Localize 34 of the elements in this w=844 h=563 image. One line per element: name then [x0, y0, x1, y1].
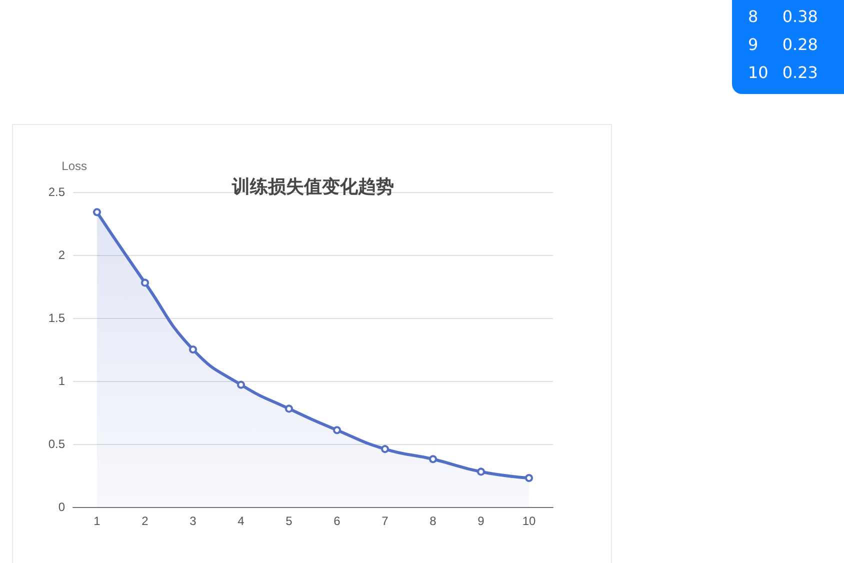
- y-tick-label: 2.5: [48, 185, 66, 199]
- x-tick-label: 3: [190, 514, 197, 528]
- chart-title: 训练损失值变化趋势: [231, 176, 394, 198]
- x-tick-label: 10: [522, 514, 536, 528]
- point: [189, 346, 197, 354]
- text: 8: [747, 6, 760, 28]
- y-tick-label: 0: [58, 500, 66, 514]
- point: [333, 426, 341, 434]
- text: 0.28: [781, 34, 819, 56]
- point: [93, 208, 101, 216]
- x-tick-label: 6: [334, 514, 341, 528]
- x-tick-label: 5: [286, 514, 293, 528]
- text: 10: [747, 62, 770, 84]
- y-tick-label: 1.5: [48, 311, 66, 325]
- y-tick-label: 1: [58, 374, 66, 388]
- point: [429, 455, 437, 464]
- x-tick-label: 1: [94, 514, 101, 528]
- x-tick-label: 9: [478, 514, 485, 528]
- text: 9: [747, 34, 760, 56]
- point: [525, 474, 533, 482]
- x-tick-label: 8: [430, 514, 437, 528]
- text: 0.23: [781, 62, 819, 84]
- x-tick-label: 2: [142, 514, 149, 528]
- point: [477, 468, 485, 476]
- point: [141, 278, 149, 287]
- y-tick-label: 2: [58, 248, 66, 262]
- x-tick-label: 4: [238, 514, 245, 528]
- x-tick-label: 7: [382, 514, 389, 528]
- point: [285, 404, 293, 413]
- y-tick-label: 0.5: [48, 437, 66, 451]
- point: [237, 380, 245, 389]
- y-axis-title: Loss: [62, 159, 87, 173]
- point: [381, 445, 389, 454]
- text: 0.38: [781, 6, 819, 28]
